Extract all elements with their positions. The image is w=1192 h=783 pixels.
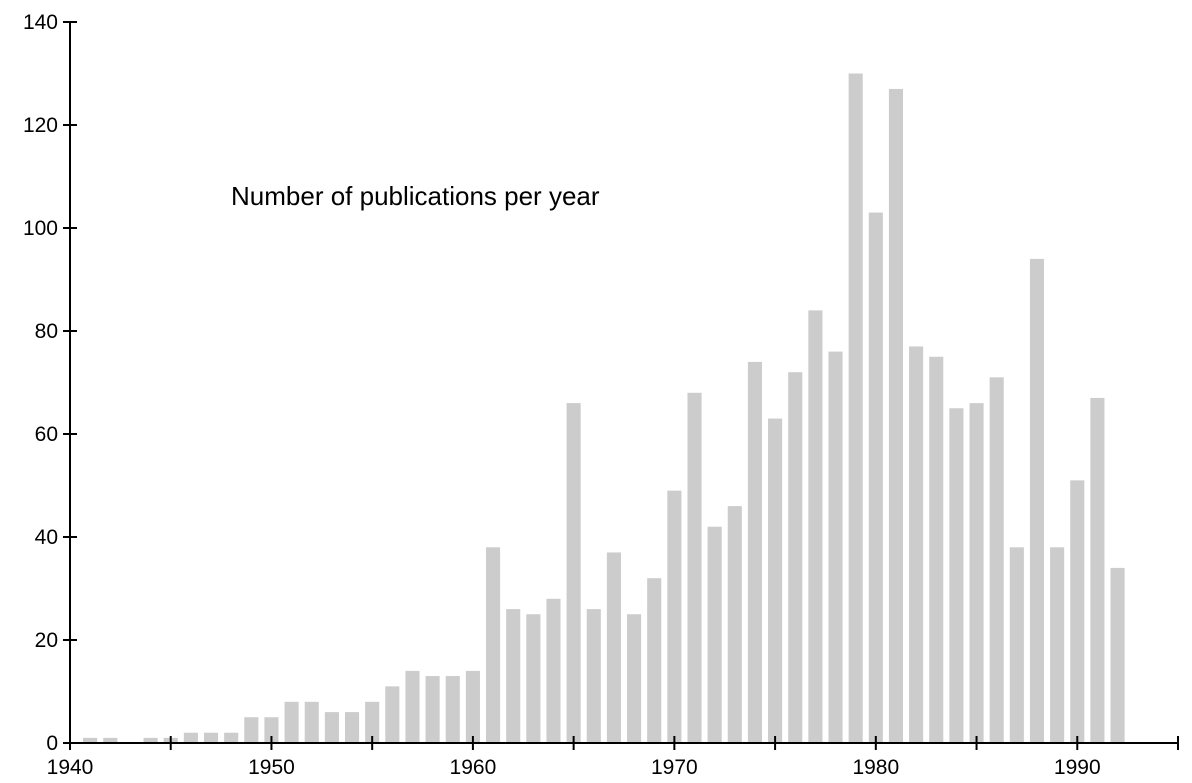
bar-1957 — [405, 670, 420, 743]
bar-1953 — [324, 712, 339, 743]
bar-1962 — [506, 609, 521, 743]
y-tick-label-60: 60 — [35, 423, 58, 446]
bar-1951 — [284, 701, 299, 743]
y-tick-label-0: 0 — [46, 732, 58, 755]
x-tick-label-1990: 1990 — [1054, 756, 1101, 779]
bar-1976 — [788, 372, 803, 743]
y-tick-label-120: 120 — [23, 114, 58, 137]
bar-1944 — [143, 737, 158, 743]
bar-1946 — [183, 732, 198, 743]
bar-1982 — [909, 346, 924, 743]
bar-1979 — [848, 73, 863, 743]
bar-1960 — [465, 670, 480, 743]
x-tick-label-1940: 1940 — [47, 756, 94, 779]
bar-1952 — [304, 701, 319, 743]
x-tick-label-1950: 1950 — [248, 756, 295, 779]
bar-1983 — [929, 356, 944, 743]
bar-1968 — [627, 614, 642, 743]
bar-1984 — [949, 408, 964, 743]
bar-1950 — [264, 717, 279, 743]
y-tick-label-100: 100 — [23, 217, 58, 240]
bar-1966 — [586, 609, 601, 743]
bar-1971 — [687, 392, 702, 743]
bar-1967 — [606, 552, 621, 743]
bar-1986 — [989, 377, 1004, 743]
bar-1972 — [707, 526, 722, 743]
x-tick-label-1970: 1970 — [651, 756, 698, 779]
bar-1947 — [203, 732, 219, 743]
bar-1949 — [244, 717, 259, 743]
bar-1970 — [667, 490, 682, 743]
bar-1991 — [1090, 397, 1105, 743]
bar-1992 — [1110, 567, 1125, 743]
bar-1958 — [425, 676, 440, 743]
x-tick-label-1980: 1980 — [852, 756, 899, 779]
axes-group: 0 20 40 60 80 100 120 140 1940 1950 1960 1970 1980 19… — [23, 11, 1179, 779]
bar-1988 — [1029, 258, 1045, 743]
bar-1973 — [727, 506, 742, 743]
bar-1974 — [747, 361, 762, 743]
bar-1963 — [526, 614, 541, 743]
bar-1989 — [1050, 547, 1065, 743]
bar-1975 — [768, 418, 783, 743]
y-tick-label-20: 20 — [35, 629, 58, 652]
bar-1941 — [83, 737, 98, 743]
bar-1961 — [486, 547, 501, 743]
bars-group — [83, 73, 1125, 744]
x-tick-label-1960: 1960 — [450, 756, 497, 779]
bar-1965 — [566, 403, 581, 743]
bar-1942 — [103, 737, 118, 743]
y-tick-label-40: 40 — [35, 526, 58, 549]
bar-1964 — [546, 598, 561, 743]
bar-1954 — [344, 712, 360, 743]
y-tick-label-80: 80 — [35, 320, 58, 343]
bar-1990 — [1070, 480, 1085, 743]
chart-title: Number of publications per year — [231, 181, 600, 211]
bar-1948 — [224, 732, 239, 743]
bar-1956 — [385, 686, 400, 743]
bar-1977 — [808, 310, 823, 743]
bar-1980 — [868, 212, 883, 744]
bar-1959 — [445, 676, 460, 743]
y-tick-label-140: 140 — [23, 11, 58, 34]
bar-1985 — [969, 403, 984, 743]
bar-1955 — [365, 701, 380, 743]
bar-1969 — [647, 578, 662, 743]
bar-1987 — [1009, 547, 1024, 743]
bar-1981 — [888, 88, 904, 743]
bar-1978 — [828, 351, 843, 743]
